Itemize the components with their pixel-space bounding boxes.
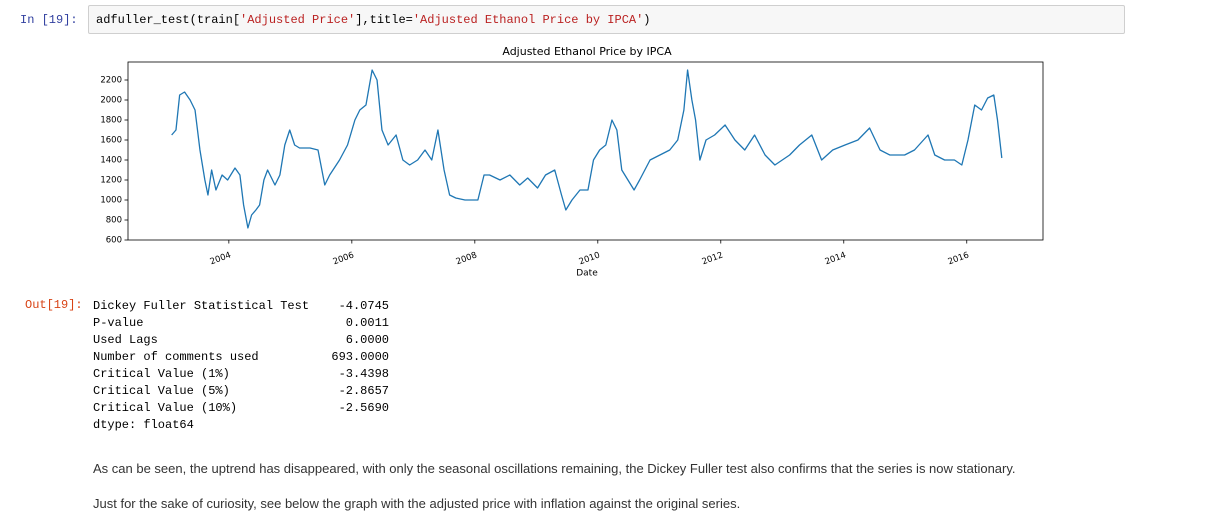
code-part: ) [643,13,651,27]
output-prompt: Out[19]: [25,298,83,312]
y-tick-label: 1200 [100,176,122,186]
y-tick-label: 600 [106,236,122,246]
output-row: Used Lags 6.0000 [93,332,389,349]
output-table: Dickey Fuller Statistical Test -4.0745 P-v… [93,298,389,434]
y-tick-label: 2200 [100,76,122,86]
code-part: adfuller_test(train[ [96,13,241,27]
y-tick-label: 1800 [100,116,122,126]
row-label: Critical Value (10%) [93,401,238,415]
y-tick-label: 1600 [100,136,122,146]
x-tick-label: 2010 [578,250,602,267]
output-row: Critical Value (1%) -3.4398 [93,366,389,383]
row-label: Critical Value (1%) [93,367,230,381]
paragraph: Just for the sake of curiosity, see belo… [93,496,741,511]
paragraph: As can be seen, the uptrend has disappea… [93,461,1016,476]
row-value: 6.0000 [345,333,389,347]
row-value: 0.0011 [345,316,389,330]
plot-frame [127,61,1044,241]
output-row: Critical Value (5%) -2.8657 [93,383,389,400]
y-tick-label: 1000 [100,196,122,206]
row-label: Used Lags [93,333,158,347]
row-label: Number of comments used [93,350,259,364]
x-tick-label: 2012 [701,250,725,267]
chart: Adjusted Ethanol Price by IPCA Date 600 8… [100,45,1044,279]
row-label: P-value [93,316,144,330]
row-value: -2.5690 [338,401,389,415]
row-value: -4.0745 [338,299,389,313]
output-row: P-value 0.0011 [93,315,389,332]
x-tick-label: 2014 [824,250,848,267]
x-tick-label: 2008 [455,250,479,267]
code-cell[interactable] [88,5,1125,34]
data-line [171,69,1003,229]
output-row: Number of comments used 693.0000 [93,349,389,366]
dtype: dtype: float64 [93,418,194,432]
code: adfuller_test(train['Adjusted Price'],ti… [96,13,651,27]
output-row: Dickey Fuller Statistical Test -4.0745 [93,298,389,315]
y-tick-label: 800 [106,216,122,226]
x-tick-label: 2006 [332,250,356,267]
y-tick-label: 2000 [100,96,122,106]
row-value: -2.8657 [338,384,389,398]
row-value: 693.0000 [331,350,389,364]
y-tick-label: 1400 [100,156,122,166]
row-value: -3.4398 [338,367,389,381]
code-part: ],title= [355,13,413,27]
x-tick-label: 2016 [947,250,971,267]
row-label: Critical Value (5%) [93,384,230,398]
code-string: 'Adjusted Ethanol Price by IPCA' [412,13,644,27]
row-label: Dickey Fuller Statistical Test [93,299,310,313]
input-prompt: In [19]: [20,13,78,27]
chart-title: Adjusted Ethanol Price by IPCA [502,45,672,58]
output-row: Critical Value (10%) -2.5690 [93,400,389,417]
code-string: 'Adjusted Price' [240,13,356,27]
x-axis-label: Date [576,269,598,279]
x-tick-label: 2004 [209,250,233,267]
